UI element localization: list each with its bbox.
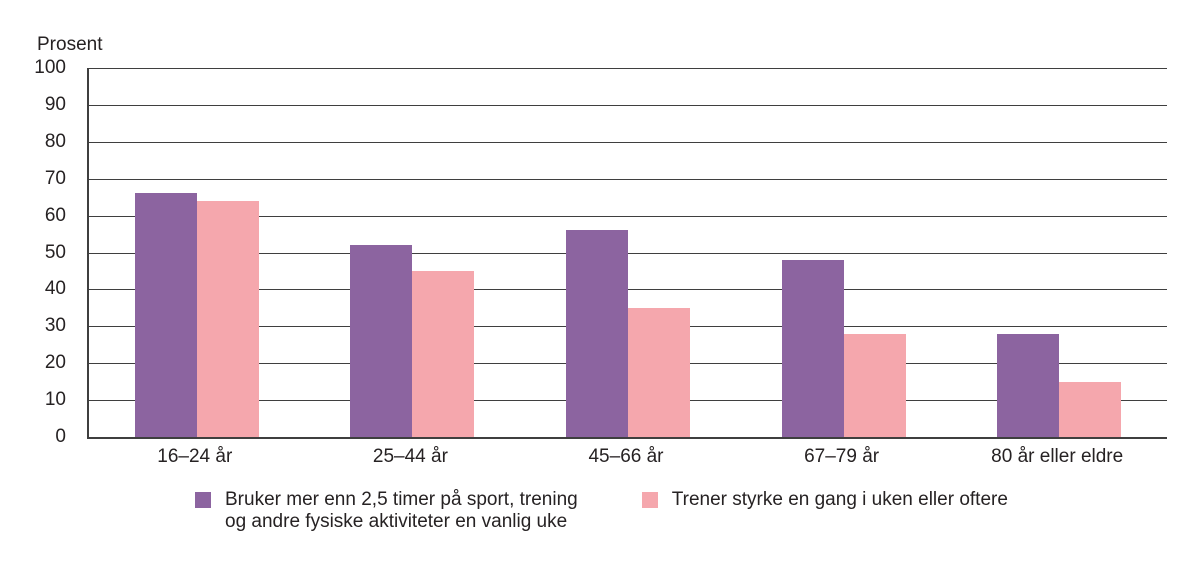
- y-tick-10: 10: [44, 389, 66, 411]
- plot-area: [87, 68, 1167, 439]
- legend: Bruker mer enn 2,5 timer på sport, treni…: [195, 489, 1008, 533]
- bar-series2-group2: [412, 270, 475, 437]
- bar-series2-group5: [1059, 381, 1122, 437]
- y-tick-30: 30: [44, 315, 66, 337]
- gridline-40: [89, 289, 1167, 291]
- legend-swatch-icon: [641, 492, 658, 508]
- y-tick-20: 20: [44, 352, 66, 374]
- x-label-group1: 16–24 år: [157, 446, 233, 467]
- legend-label: Bruker mer enn 2,5 timer på sport, treni…: [225, 489, 578, 532]
- gridline-70: [89, 178, 1167, 180]
- gridline-60: [89, 215, 1167, 217]
- y-tick-70: 70: [44, 167, 66, 189]
- legend-label: Trener styrke en gang i uken eller ofter…: [671, 489, 1008, 510]
- y-tick-40: 40: [44, 278, 66, 300]
- legend-item-1: Bruker mer enn 2,5 timer på sport, treni…: [195, 489, 578, 533]
- bar-series2-group3: [628, 307, 690, 437]
- y-tick-80: 80: [44, 130, 66, 152]
- gridline-50: [89, 252, 1167, 254]
- x-label-group3: 45–66 år: [588, 446, 664, 467]
- y-tick-60: 60: [44, 204, 66, 226]
- bar-series2-group4: [843, 333, 906, 437]
- bar-series2-group1: [196, 200, 259, 437]
- y-axis-title: Prosent: [37, 34, 103, 55]
- bar-series1-group4: [781, 259, 844, 437]
- y-tick-50: 50: [44, 241, 66, 263]
- gridline-90: [89, 104, 1167, 106]
- x-label-group2: 25–44 år: [372, 446, 448, 467]
- x-label-group4: 67–79 år: [804, 446, 880, 467]
- legend-swatch-icon: [195, 492, 211, 508]
- gridline-100: [89, 68, 1167, 69]
- y-tick-90: 90: [44, 93, 66, 115]
- y-tick-0: 0: [55, 426, 66, 447]
- bar-series1-group3: [566, 230, 628, 437]
- legend-item-2: Trener styrke en gang i uken eller ofter…: [641, 489, 1008, 511]
- gridline-80: [89, 141, 1167, 143]
- y-tick-100: 100: [34, 57, 66, 78]
- bar-series1-group5: [997, 333, 1060, 437]
- bar-series1-group2: [350, 245, 413, 437]
- x-label-group5: 80 år eller eldre: [991, 446, 1124, 467]
- bar-series1-group1: [134, 193, 197, 437]
